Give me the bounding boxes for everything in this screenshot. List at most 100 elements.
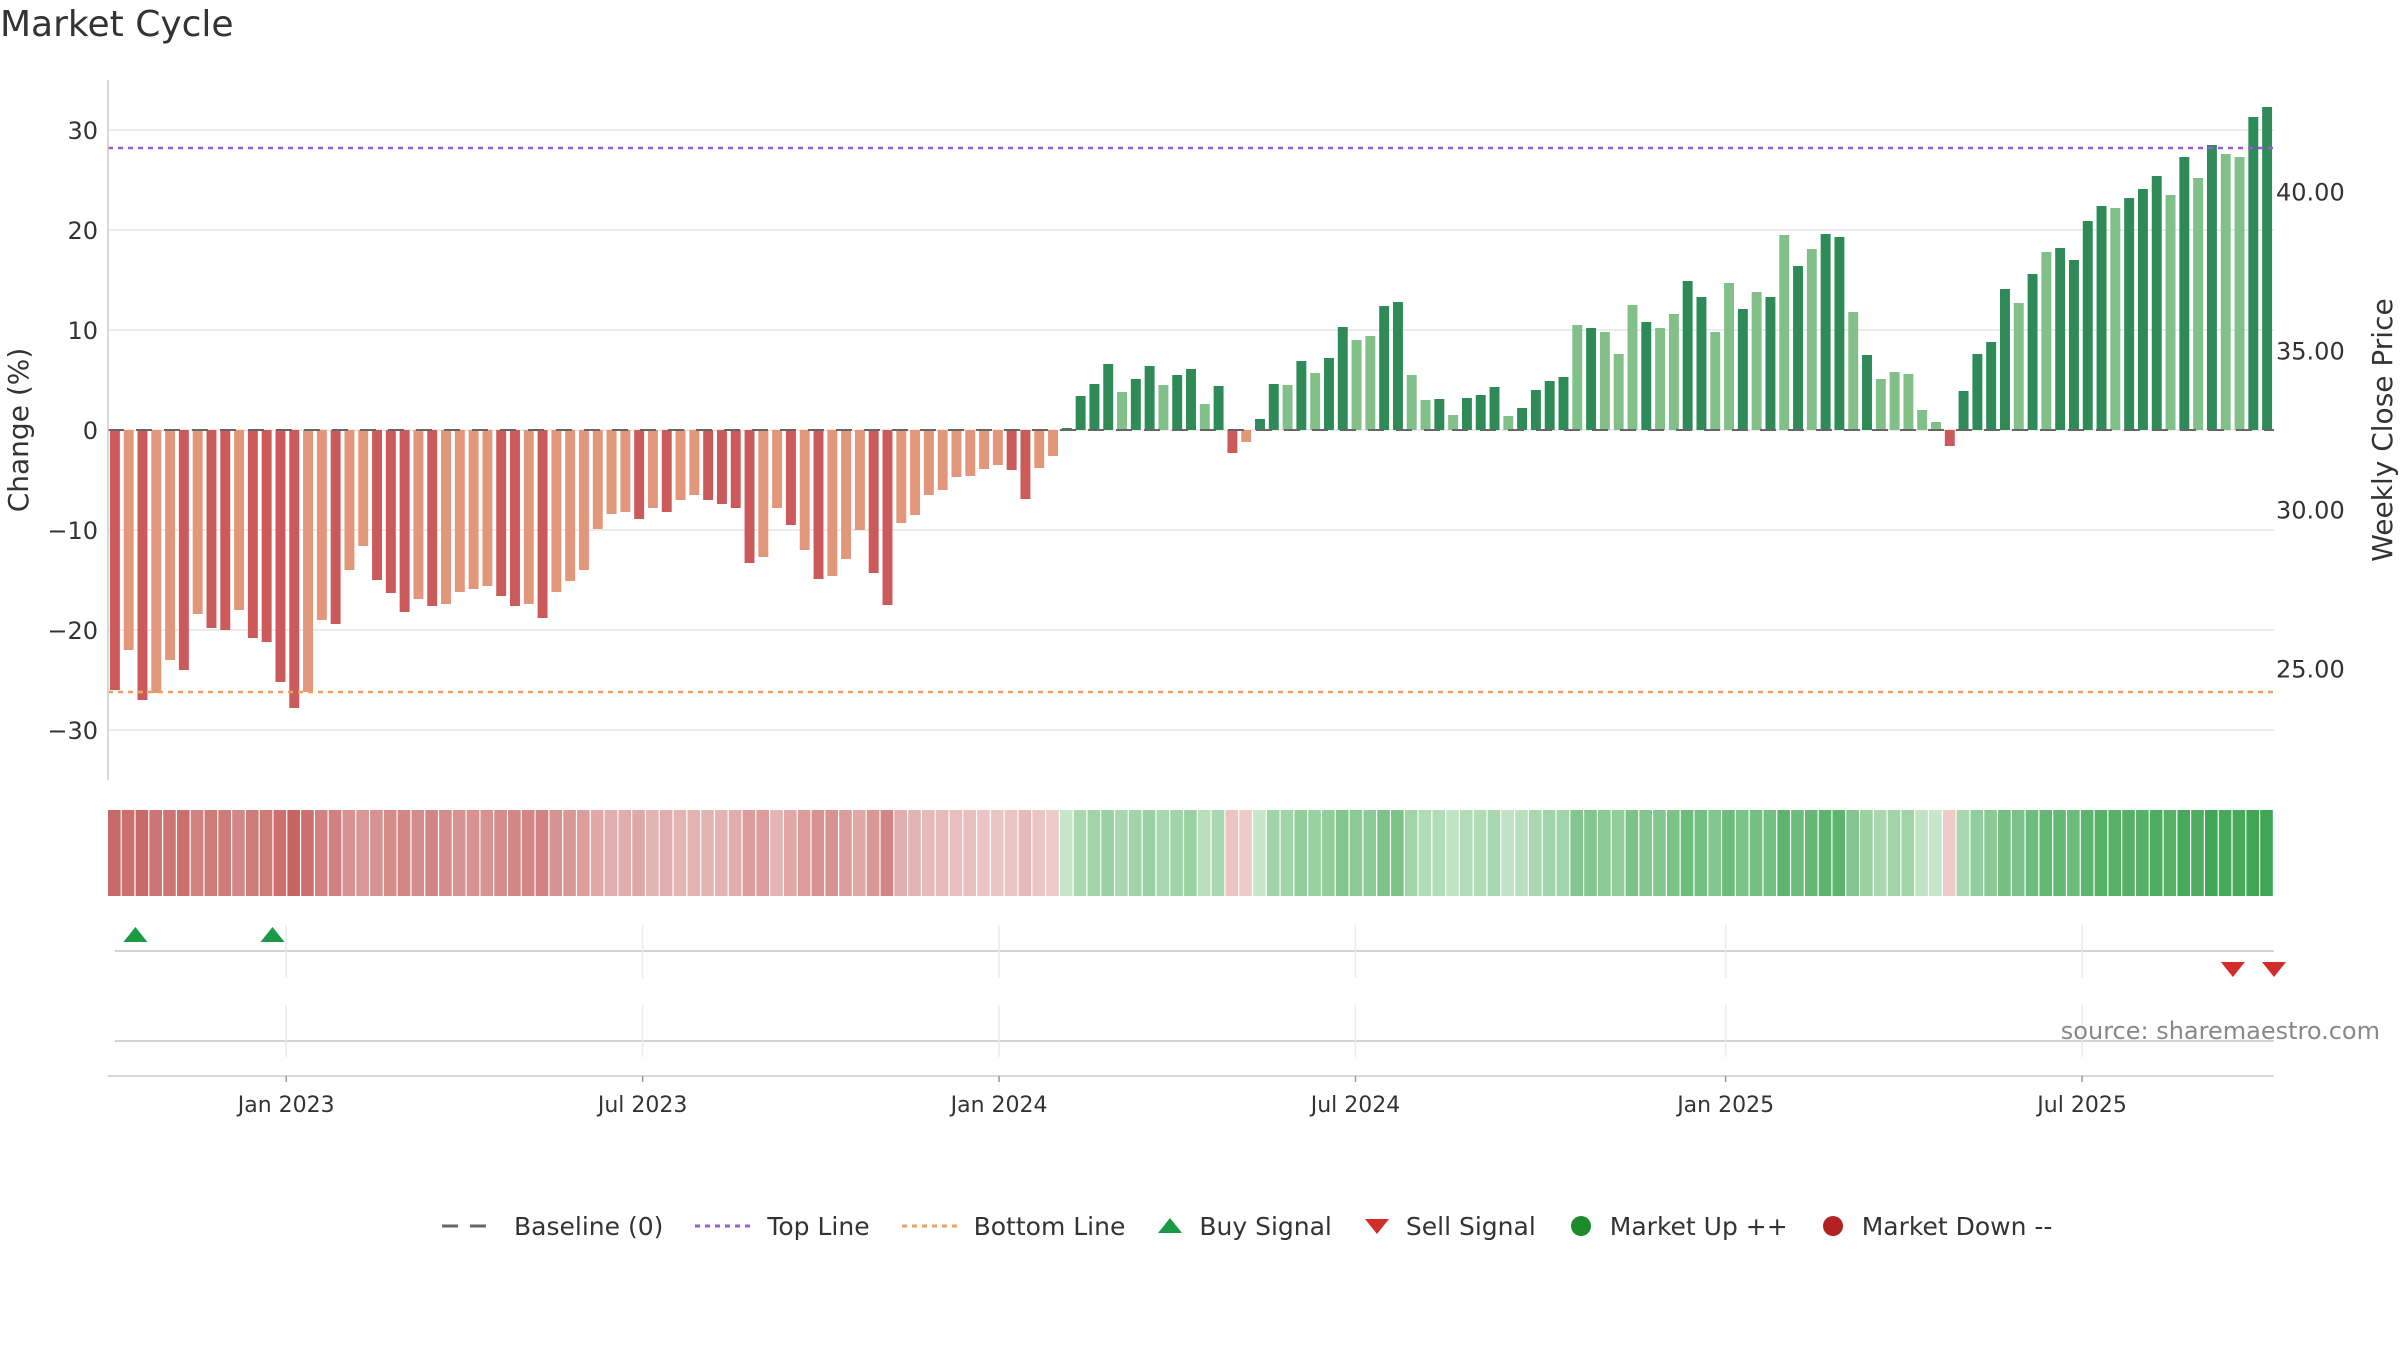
- bar: [2055, 248, 2066, 430]
- bar: [2248, 117, 2259, 430]
- heat-cell: [452, 810, 466, 896]
- heat-cell: [1584, 810, 1597, 896]
- bar: [1517, 408, 1528, 430]
- heat-cell: [1446, 810, 1459, 896]
- heat-cell: [1101, 810, 1114, 896]
- bottom-line-dotted-icon: [901, 1224, 958, 1228]
- legend-item-baseline[interactable]: Baseline (0): [440, 1212, 663, 1241]
- bar: [992, 430, 1003, 465]
- heat-cell: [797, 810, 811, 896]
- bar: [1020, 430, 1031, 499]
- bar: [1848, 312, 1859, 430]
- heat-cell: [1239, 810, 1252, 896]
- heat-cell: [1377, 810, 1390, 896]
- bar: [454, 430, 465, 592]
- bar: [1944, 430, 1955, 446]
- bar: [1034, 430, 1045, 468]
- heat-cell: [577, 810, 590, 896]
- bar: [965, 430, 976, 476]
- heat-cell: [2260, 810, 2273, 896]
- heat-cell: [259, 810, 273, 896]
- bar: [2013, 303, 2024, 430]
- sell-signal-marker[interactable]: [2220, 962, 2245, 977]
- heat-cell: [894, 810, 907, 896]
- heat-cell: [232, 810, 245, 896]
- heat-cell: [370, 810, 383, 896]
- heat-cell: [1501, 810, 1515, 896]
- bar: [675, 430, 686, 500]
- bar: [1737, 309, 1748, 430]
- heat-cell: [273, 810, 287, 896]
- heat-cell: [149, 810, 162, 896]
- sell-signal-marker[interactable]: [2262, 962, 2286, 977]
- bar: [151, 430, 162, 693]
- bar: [468, 430, 479, 589]
- heat-cell: [190, 810, 204, 896]
- bar: [1282, 385, 1293, 430]
- bar: [744, 430, 755, 563]
- bar: [2068, 260, 2079, 430]
- bar: [303, 430, 314, 692]
- heat-cell: [1984, 810, 1997, 896]
- down-triangle-icon: [1364, 1219, 1389, 1234]
- legend-item-market-down[interactable]: Market Down --: [1818, 1212, 2052, 1241]
- bar: [1241, 430, 1252, 442]
- legend-item-sell-signal[interactable]: Sell Signal: [1362, 1212, 1536, 1241]
- bar: [510, 430, 520, 606]
- heat-cell: [2205, 810, 2218, 896]
- heat-cell: [1942, 810, 1956, 896]
- heat-cell: [2136, 810, 2149, 896]
- x-tick-label: Jan 2023: [236, 1093, 335, 1118]
- heat-cell: [1832, 810, 1846, 896]
- heat-cell: [1404, 810, 1418, 896]
- heat-cell: [480, 810, 494, 896]
- legend-item-bottom-line[interactable]: Bottom Line: [900, 1212, 1125, 1241]
- bar: [496, 430, 507, 596]
- bar: [1199, 404, 1210, 430]
- heat-cell: [1073, 810, 1087, 896]
- heat-cell: [301, 810, 314, 896]
- up-triangle-icon: [1158, 1218, 1183, 1233]
- heat-cell: [1956, 810, 1970, 896]
- legend-item-buy-signal[interactable]: Buy Signal: [1155, 1212, 1332, 1241]
- y-tick-label: −20: [47, 617, 98, 645]
- heat-cell: [963, 810, 976, 896]
- heat-cell: [1211, 810, 1225, 896]
- bar: [634, 430, 645, 519]
- bar: [1765, 297, 1776, 430]
- buy-signal-marker[interactable]: [123, 927, 148, 942]
- heat-cell: [356, 810, 369, 896]
- heat-cell: [921, 810, 935, 896]
- heat-cell: [880, 810, 894, 896]
- bar: [1806, 249, 1817, 430]
- legend-label: Market Up ++: [1609, 1211, 1788, 1241]
- heat-cell: [108, 810, 121, 896]
- heat-cell: [1004, 810, 1018, 896]
- legend-item-top-line[interactable]: Top Line: [693, 1212, 870, 1241]
- heat-cell: [1777, 810, 1790, 896]
- bar: [316, 430, 327, 620]
- heat-cell: [1666, 810, 1680, 896]
- heat-cell: [245, 810, 259, 896]
- bar: [868, 430, 879, 573]
- bar: [1365, 336, 1376, 430]
- bar: [1696, 297, 1707, 430]
- buy-signal-marker[interactable]: [260, 927, 285, 942]
- bar: [1420, 400, 1431, 430]
- bar: [165, 430, 176, 660]
- heat-cell: [2067, 810, 2080, 896]
- bar: [689, 430, 700, 495]
- bar: [1724, 283, 1735, 430]
- heat-cell: [314, 810, 328, 896]
- heat-cell: [1280, 810, 1294, 896]
- heat-cell: [935, 810, 949, 896]
- bar: [1530, 390, 1541, 430]
- heat-cell: [508, 810, 521, 896]
- bar: [2000, 289, 2010, 430]
- legend-item-market-up[interactable]: Market Up ++: [1566, 1212, 1788, 1241]
- bar: [220, 430, 231, 630]
- bar: [1117, 392, 1127, 430]
- top-line-dotted-icon: [695, 1224, 752, 1228]
- heat-cell: [977, 810, 990, 896]
- heat-cell: [2232, 810, 2246, 896]
